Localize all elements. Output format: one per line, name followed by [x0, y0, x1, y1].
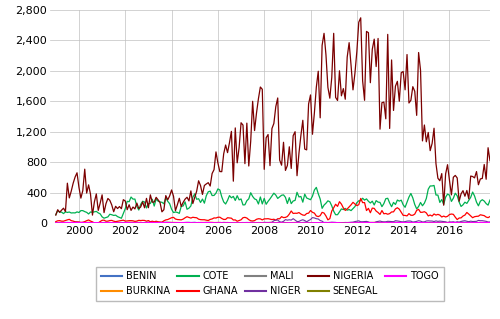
BURKINA: [164, 220, 170, 224]
BENIN: [491, 221, 497, 225]
SENEGAL: [72, 221, 78, 225]
BURKINA: [53, 221, 59, 225]
SENEGAL: [431, 221, 437, 225]
BENIN: [163, 220, 169, 224]
SENEGAL: [402, 221, 408, 225]
COTE: [166, 202, 172, 205]
BENIN: [431, 221, 437, 225]
NIGERIA: [383, 117, 389, 121]
TOGO: [340, 221, 346, 225]
COTE: [381, 202, 387, 205]
SENEGAL: [168, 221, 174, 225]
NIGERIA: [402, 88, 408, 92]
GHANA: [431, 212, 437, 216]
BENIN: [53, 221, 59, 225]
BENIN: [398, 220, 404, 224]
BURKINA: [340, 221, 346, 225]
GHANA: [164, 218, 170, 221]
MALI: [164, 221, 170, 225]
TOGO: [480, 221, 486, 225]
BURKINA: [84, 220, 89, 224]
BURKINA: [402, 221, 408, 225]
NIGERIA: [53, 213, 59, 217]
BURKINA: [244, 221, 250, 225]
TOGO: [336, 221, 342, 225]
SENEGAL: [136, 221, 142, 225]
COTE: [53, 213, 59, 217]
NIGERIA: [90, 213, 96, 217]
Line: NIGER: NIGER: [56, 218, 494, 223]
COTE: [338, 207, 344, 211]
NIGER: [431, 219, 437, 223]
NIGER: [383, 220, 389, 224]
SENEGAL: [383, 221, 389, 225]
GHANA: [166, 217, 172, 220]
COTE: [491, 201, 497, 204]
GHANA: [402, 213, 408, 217]
NIGER: [310, 216, 316, 219]
NIGER: [340, 221, 346, 225]
BURKINA: [491, 221, 497, 225]
MALI: [431, 221, 437, 225]
TOGO: [491, 221, 497, 225]
NIGERIA: [431, 126, 437, 130]
MALI: [53, 221, 59, 225]
MALI: [491, 221, 497, 225]
TOGO: [429, 221, 435, 225]
COTE: [400, 203, 406, 207]
GHANA: [358, 197, 364, 200]
NIGER: [53, 221, 59, 225]
Line: MALI: MALI: [56, 222, 494, 223]
Line: NIGERIA: NIGERIA: [56, 18, 494, 215]
MALI: [163, 221, 169, 225]
NIGER: [164, 221, 170, 225]
COTE: [164, 199, 170, 203]
BENIN: [164, 220, 170, 224]
NIGERIA: [358, 16, 364, 20]
TOGO: [163, 221, 169, 225]
COTE: [429, 184, 435, 188]
COTE: [118, 216, 124, 220]
BENIN: [429, 221, 435, 225]
BENIN: [412, 220, 418, 224]
BURKINA: [431, 221, 437, 225]
NIGERIA: [338, 94, 344, 98]
BURKINA: [166, 220, 172, 224]
TOGO: [381, 221, 387, 225]
SENEGAL: [53, 221, 59, 225]
Line: BENIN: BENIN: [56, 222, 494, 223]
TOGO: [164, 221, 170, 225]
MALI: [383, 221, 389, 225]
SENEGAL: [166, 221, 172, 225]
NIGER: [491, 220, 497, 224]
TOGO: [53, 221, 59, 225]
GHANA: [383, 211, 389, 215]
NIGER: [402, 220, 408, 224]
BURKINA: [383, 220, 389, 224]
TOGO: [400, 221, 406, 225]
SENEGAL: [340, 221, 346, 225]
Line: BURKINA: BURKINA: [56, 222, 494, 223]
GHANA: [338, 202, 344, 206]
MALI: [366, 221, 372, 225]
BENIN: [379, 220, 385, 224]
MALI: [338, 221, 344, 225]
SENEGAL: [491, 221, 497, 225]
NIGER: [166, 221, 172, 225]
NIGERIA: [491, 168, 497, 172]
NIGERIA: [166, 194, 172, 198]
Legend: BENIN, BURKINA, COTE, GHANA, MALI, NIGER, NIGERIA, SENEGAL, TOGO: BENIN, BURKINA, COTE, GHANA, MALI, NIGER…: [96, 267, 444, 301]
MALI: [402, 221, 408, 225]
NIGERIA: [164, 198, 170, 202]
COTE: [431, 183, 437, 187]
NIGER: [99, 221, 105, 225]
GHANA: [95, 221, 101, 225]
GHANA: [53, 220, 59, 224]
GHANA: [491, 216, 497, 220]
BENIN: [336, 221, 342, 225]
Line: GHANA: GHANA: [56, 198, 494, 223]
MALI: [261, 220, 267, 224]
Line: COTE: COTE: [56, 185, 494, 218]
